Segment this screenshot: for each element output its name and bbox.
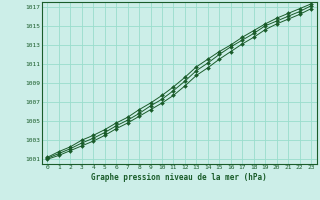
X-axis label: Graphe pression niveau de la mer (hPa): Graphe pression niveau de la mer (hPa) (91, 173, 267, 182)
